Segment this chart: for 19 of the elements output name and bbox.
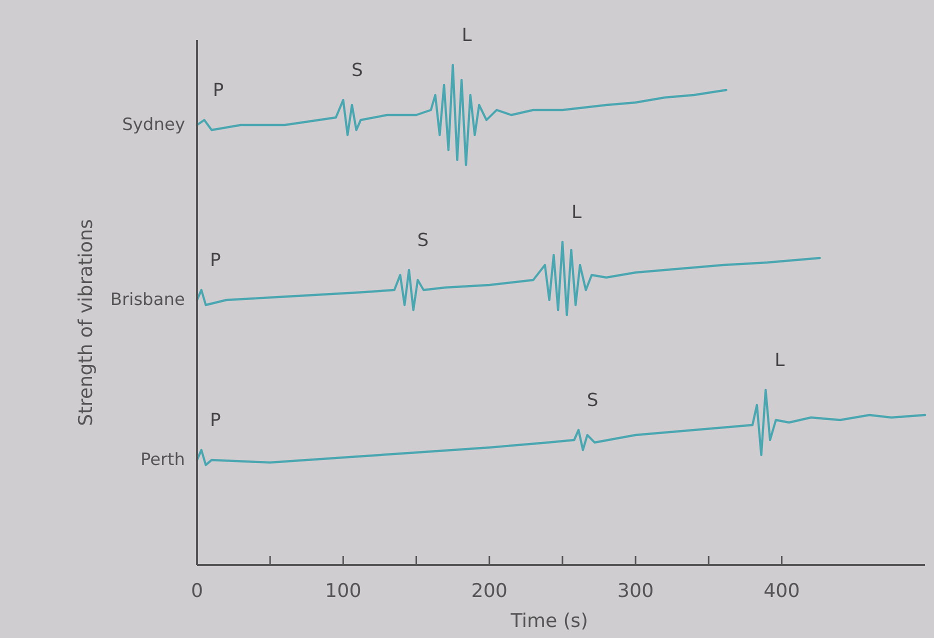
series-label: Sydney [122, 115, 185, 135]
x-tick-label: 200 [471, 580, 508, 602]
annotation: S [586, 390, 598, 411]
annotation: L [774, 350, 785, 371]
annotation: P [210, 250, 221, 271]
series-label: Perth [140, 450, 185, 470]
x-tick-label: 0 [190, 580, 204, 602]
x-tick-label: 100 [325, 580, 362, 602]
annotation: L [571, 202, 582, 223]
annotation: P [210, 410, 221, 431]
series-label: Brisbane [110, 290, 185, 310]
y-axis-title: Strength of vibrations [75, 219, 97, 426]
annotation: S [351, 60, 363, 81]
x-tick-label: 300 [617, 580, 654, 602]
x-axis-title: Time (s) [510, 610, 588, 632]
annotation: L [462, 25, 472, 46]
annotation: S [417, 230, 429, 251]
x-tick-label: 400 [764, 580, 800, 602]
annotation: P [212, 80, 224, 101]
